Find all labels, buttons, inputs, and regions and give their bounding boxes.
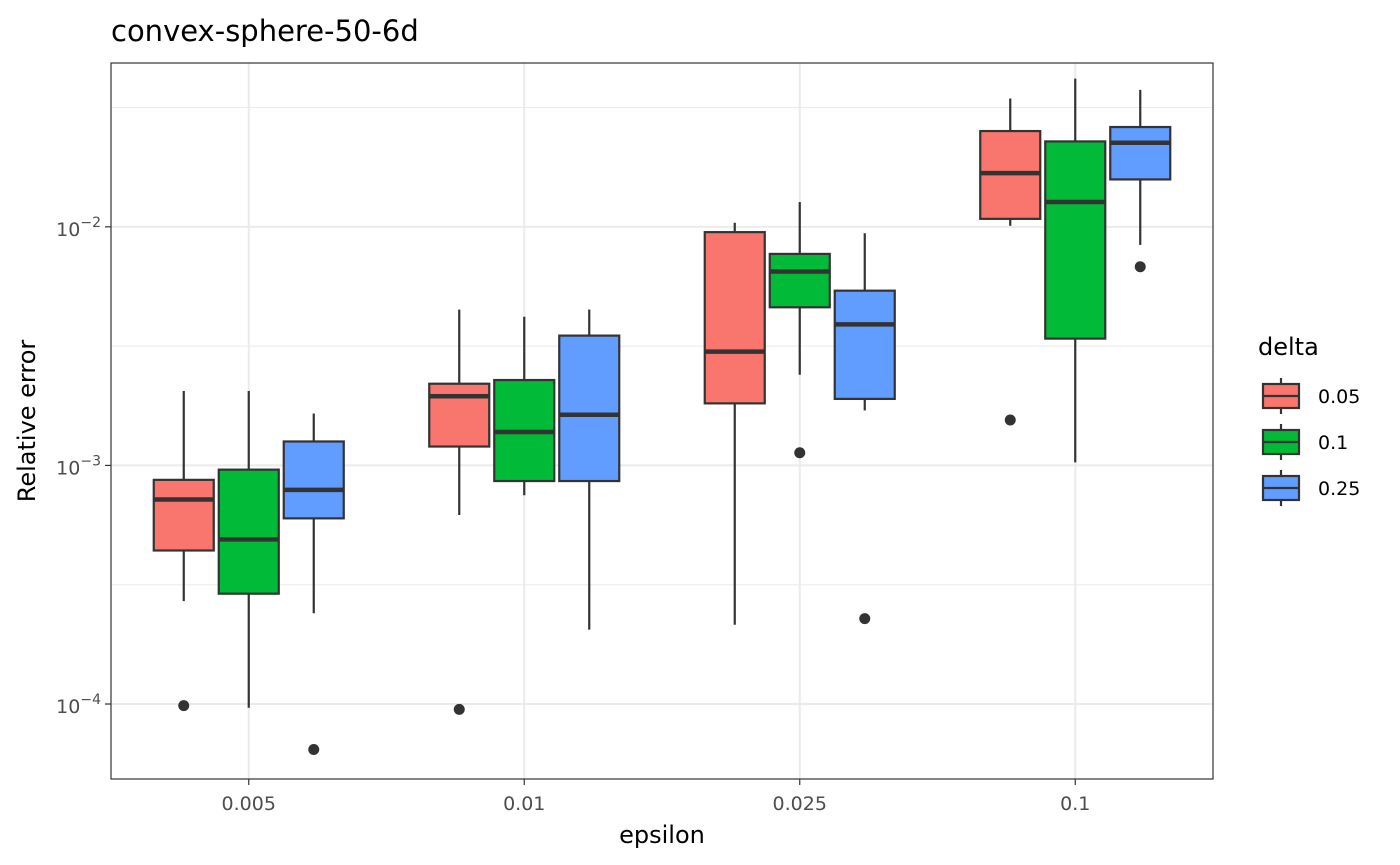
outlier-point (859, 613, 871, 625)
box-body (558, 334, 621, 483)
legend-label: 0.05 (1318, 386, 1360, 408)
outlier-point (308, 743, 320, 755)
box (152, 391, 215, 712)
outlier-point (1134, 261, 1146, 273)
box (979, 98, 1042, 426)
series-0.1 (217, 78, 1107, 708)
box (1044, 78, 1107, 463)
x-tick-label: 0.005 (222, 793, 276, 815)
box (428, 309, 491, 715)
x-axis: 0.005 0.01 0.025 0.1 (222, 779, 1090, 815)
y-axis: 10−4 10−3 10−2 (56, 215, 111, 718)
outlier-point (453, 703, 465, 715)
outlier-point (794, 447, 806, 459)
y-axis-title: Relative error (13, 340, 41, 503)
x-tick-label: 0.1 (1060, 793, 1090, 815)
outlier-point (178, 700, 190, 712)
box-body (152, 478, 215, 552)
box-body (1044, 140, 1107, 340)
box (1109, 89, 1172, 273)
box-body (703, 231, 766, 405)
plot-border (110, 62, 1214, 780)
y-tick-label: 10−4 (56, 692, 101, 718)
series-0.05 (152, 98, 1042, 715)
minor-gridlines (111, 107, 1213, 586)
box-body (428, 382, 491, 448)
box (282, 413, 345, 755)
box (833, 233, 896, 625)
outlier-point (1004, 414, 1016, 426)
box-body (1109, 125, 1172, 181)
legend-entry: 0.1 (1261, 424, 1348, 460)
y-tick-label: 10−2 (56, 215, 101, 241)
box (768, 202, 831, 459)
box-body (217, 468, 280, 595)
box-body (282, 440, 345, 520)
box (558, 309, 621, 630)
legend-entry: 0.05 (1261, 378, 1360, 414)
box-body (833, 289, 896, 401)
chart-title: convex-sphere-50-6d (111, 14, 419, 48)
box (703, 222, 766, 625)
box (217, 391, 280, 708)
legend-label: 0.25 (1318, 478, 1360, 500)
legend-title: delta (1258, 333, 1319, 361)
x-tick-label: 0.025 (773, 793, 827, 815)
x-tick-label: 0.01 (503, 793, 545, 815)
y-tick-label: 10−3 (56, 453, 101, 479)
box (493, 316, 556, 496)
series-0.25 (282, 89, 1172, 755)
box-series (152, 78, 1172, 755)
legend-entry: 0.25 (1261, 470, 1360, 506)
x-axis-title: epsilon (619, 821, 705, 849)
legend-label: 0.1 (1318, 432, 1348, 454)
legend: delta 0.05 0.1 0.25 (1258, 333, 1360, 506)
box-body (768, 252, 831, 309)
